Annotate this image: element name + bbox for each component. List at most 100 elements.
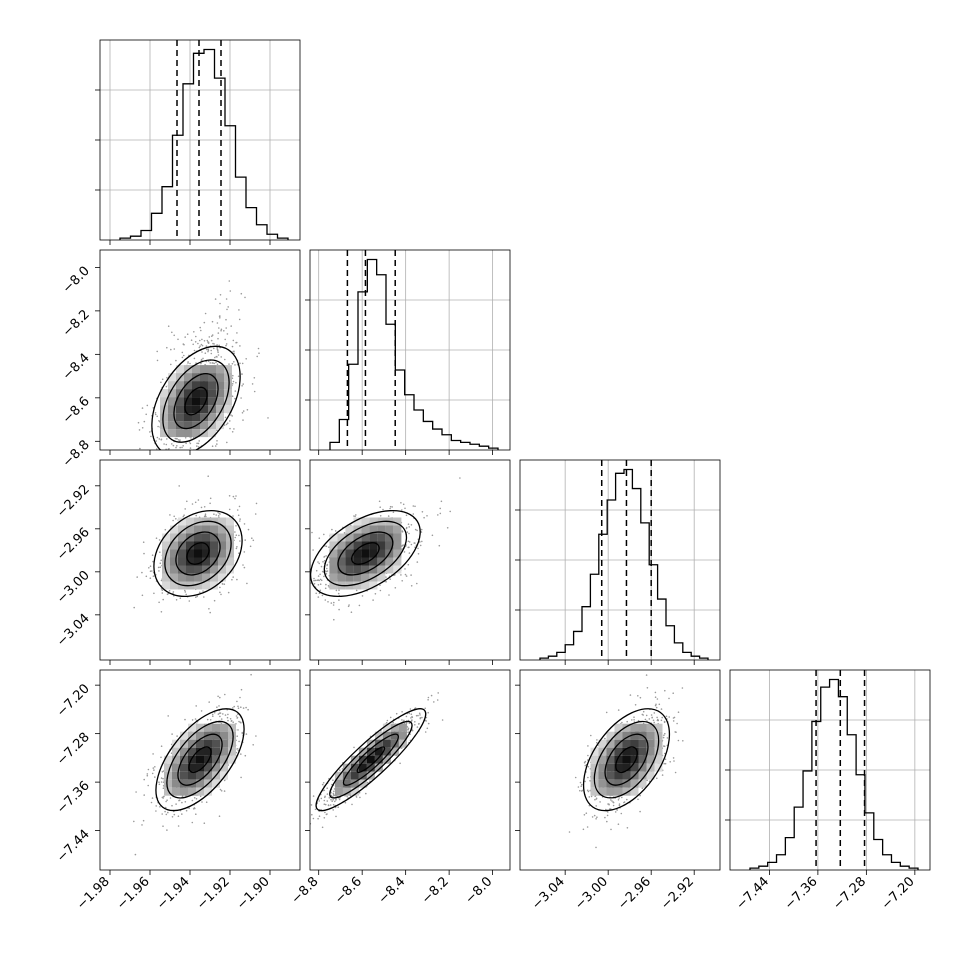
density-cell	[212, 747, 220, 756]
density-cell	[361, 549, 370, 558]
sample-point	[324, 570, 327, 572]
density-cell	[638, 747, 647, 756]
density-cell	[622, 779, 631, 788]
density-cell	[162, 573, 170, 582]
density-cell	[184, 381, 192, 390]
density-cell	[168, 397, 176, 406]
density-cell	[342, 779, 351, 788]
sample-point	[223, 583, 226, 585]
sample-point	[167, 325, 170, 328]
density-cell	[204, 747, 212, 756]
sample-point	[158, 781, 160, 783]
x-tick-label-p2: −8.6	[332, 874, 365, 907]
density-cell	[194, 525, 202, 534]
density-cell	[168, 381, 176, 390]
density-cell	[184, 413, 192, 422]
sample-point	[216, 443, 218, 445]
sample-point	[430, 694, 433, 697]
sample-point	[331, 528, 333, 531]
sample-point	[304, 567, 306, 569]
sample-point	[162, 825, 164, 827]
sample-point	[231, 431, 234, 433]
panel-content	[304, 477, 461, 621]
sample-point	[407, 546, 410, 549]
sample-point	[165, 800, 167, 803]
sample-point	[416, 726, 419, 728]
sample-point	[379, 589, 382, 592]
sample-point	[676, 722, 678, 725]
density-cell	[630, 787, 639, 796]
sample-point	[405, 575, 408, 577]
sample-point	[213, 599, 216, 602]
y-tick-label-p4: −7.36	[54, 778, 93, 817]
sample-point	[164, 810, 166, 813]
sample-point	[217, 351, 219, 354]
sample-point	[330, 602, 333, 604]
y-tick-label-p3: −3.00	[54, 568, 93, 607]
sample-point	[612, 801, 614, 803]
sample-point	[166, 346, 168, 349]
density-cell	[186, 533, 194, 542]
sample-point	[407, 731, 410, 733]
density-cell	[178, 541, 186, 550]
density-cell	[329, 581, 338, 590]
density-cell	[204, 763, 212, 772]
sample-point	[404, 573, 407, 576]
density-cell	[334, 779, 343, 788]
sample-point	[237, 707, 240, 709]
y-tick-label-p2: −8.8	[60, 438, 93, 471]
density-cell	[329, 549, 338, 558]
sample-point	[243, 551, 246, 553]
density-cell	[361, 557, 370, 566]
sample-point	[225, 344, 227, 347]
density-cell	[358, 763, 367, 772]
density-cell	[194, 533, 202, 542]
sample-point	[196, 595, 198, 598]
density-cell	[342, 763, 351, 772]
sample-point	[379, 584, 381, 586]
panel-frame	[729, 669, 931, 871]
sample-point	[238, 318, 241, 321]
sample-point	[323, 789, 326, 792]
sample-point	[236, 341, 238, 344]
density-cell	[164, 763, 172, 772]
sample-point	[169, 453, 171, 455]
sample-point	[222, 713, 224, 715]
sample-point	[312, 549, 314, 551]
sample-point	[225, 327, 227, 329]
density-cell	[162, 581, 170, 590]
sample-point	[236, 578, 238, 581]
density-cell	[208, 389, 216, 398]
sample-point	[328, 546, 330, 548]
sample-point	[332, 798, 335, 801]
sample-point	[320, 797, 323, 800]
sample-point	[333, 794, 335, 797]
sample-point	[208, 608, 210, 610]
panel-content	[133, 475, 258, 614]
sample-point	[406, 726, 409, 728]
sample-point	[188, 600, 191, 602]
sample-point	[243, 523, 246, 525]
sample-point	[155, 805, 157, 807]
sample-point	[245, 358, 247, 360]
sample-point	[164, 455, 166, 457]
density-cell	[216, 373, 224, 382]
sample-point	[143, 778, 145, 781]
sample-point	[410, 543, 413, 546]
sample-point	[620, 812, 623, 815]
density-cell	[630, 723, 639, 732]
sample-point	[219, 715, 221, 718]
contour-2-sigma	[582, 708, 671, 812]
sample-point	[159, 806, 161, 808]
sample-point	[139, 447, 141, 450]
sample-point	[410, 585, 413, 587]
density-cell	[590, 747, 599, 756]
sample-point	[209, 719, 212, 721]
density-cell	[606, 755, 615, 764]
density-cell	[208, 365, 216, 374]
sample-point	[587, 776, 589, 779]
sample-point	[604, 816, 606, 819]
sample-point	[240, 753, 242, 755]
sample-point	[319, 573, 321, 576]
sample-point	[161, 589, 164, 591]
